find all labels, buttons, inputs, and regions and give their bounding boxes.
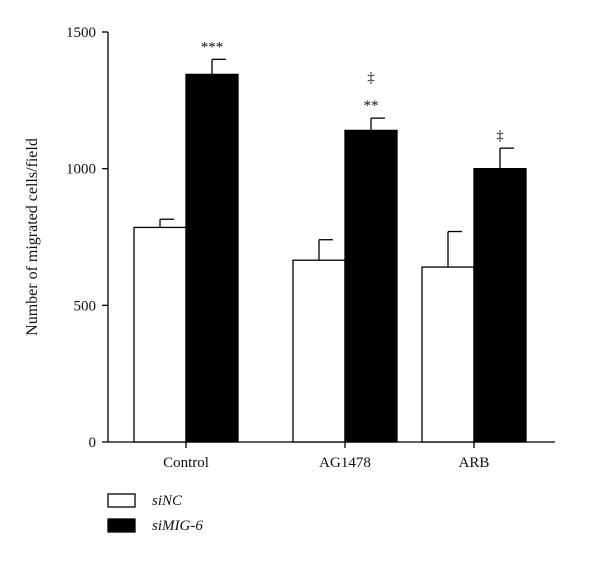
legend-label: siNC <box>152 493 183 509</box>
y-tick-label: 500 <box>74 298 97 314</box>
significance-marker: *** <box>201 39 224 55</box>
significance-annotations: *** ‡ ** ‡ <box>201 39 505 144</box>
y-axis-label: Number of migrated cells/field <box>24 138 41 336</box>
y-tick-label: 0 <box>89 435 97 451</box>
bar-simig-6-ag1478 <box>344 129 398 443</box>
x-tick-label: AG1478 <box>319 455 371 471</box>
legend-swatch <box>107 518 136 533</box>
y-tick-label: 1500 <box>66 25 96 41</box>
significance-marker: ‡ <box>367 70 375 86</box>
x-tick-label: Control <box>163 455 209 471</box>
bar-simig-6-arb <box>473 168 527 443</box>
significance-marker: ‡ <box>496 128 504 144</box>
y-ticks: 0 500 1000 1500 <box>66 25 108 451</box>
y-tick-label: 1000 <box>66 162 96 178</box>
bar-sinc-control <box>133 226 187 443</box>
legend-swatch <box>107 493 136 508</box>
bar-sinc-ag1478 <box>292 259 346 443</box>
y-axis: 0 500 1000 1500 Number of migrated cells/fi… <box>24 25 109 451</box>
significance-marker: ** <box>364 98 379 114</box>
x-tick-label: ARB <box>459 455 490 471</box>
x-ticks: Control AG1478 ARB <box>163 442 489 471</box>
bar-sinc-arb <box>421 266 475 443</box>
legend-label: siMIG-6 <box>152 518 203 534</box>
bars <box>133 58 527 443</box>
legend: siNC siMIG-6 <box>107 493 203 534</box>
bar-simig-6-control <box>185 73 239 443</box>
x-axis: Control AG1478 ARB <box>108 441 555 471</box>
